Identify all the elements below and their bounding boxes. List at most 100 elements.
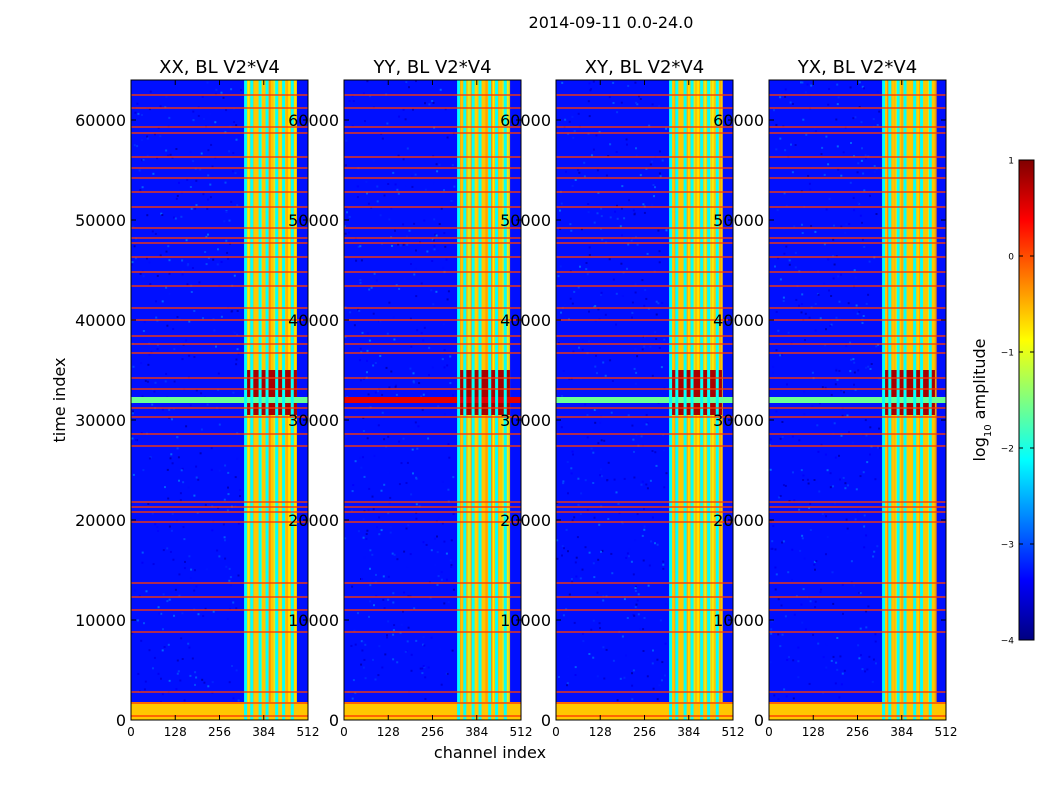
noise-speckle (649, 479, 652, 482)
flagged-row (131, 343, 308, 345)
noise-speckle (439, 88, 442, 91)
noise-speckle (573, 130, 576, 133)
noise-speckle (229, 576, 232, 579)
noise-speckle (830, 659, 833, 662)
noise-speckle (382, 575, 385, 578)
noise-speckle (658, 150, 661, 153)
noise-speckle (861, 147, 863, 150)
noise-speckle (366, 192, 368, 195)
flagged-row (344, 691, 521, 693)
noise-speckle (215, 345, 217, 348)
noise-speckle (781, 436, 784, 438)
flagged-row (131, 132, 308, 134)
flagged-row (769, 227, 946, 229)
x-axis-label: channel index (434, 743, 546, 762)
noise-speckle (437, 405, 440, 408)
noise-speckle (648, 333, 651, 336)
noise-speckle (794, 266, 797, 269)
noise-speckle (813, 127, 816, 130)
rfi-channel-line (669, 80, 673, 720)
noise-speckle (154, 381, 157, 384)
noise-speckle (159, 254, 162, 257)
flagged-row (769, 335, 946, 337)
noise-speckle (237, 574, 240, 577)
flagged-row (556, 521, 733, 523)
noise-speckle (876, 90, 879, 93)
y-tick-label: 20000 (713, 511, 764, 530)
noise-speckle (566, 461, 569, 463)
noise-speckle (436, 535, 438, 538)
noise-speckle (611, 572, 614, 575)
noise-speckle (849, 341, 852, 344)
noise-speckle (581, 348, 584, 351)
noise-speckle (854, 116, 857, 119)
noise-speckle (651, 516, 654, 519)
noise-speckle (782, 300, 785, 302)
noise-speckle (348, 215, 351, 218)
noise-speckle (368, 339, 371, 342)
noise-speckle (162, 628, 164, 631)
flagged-row (131, 609, 308, 611)
noise-speckle (780, 353, 783, 356)
noise-speckle (177, 670, 180, 673)
noise-speckle (155, 316, 158, 319)
y-tick-label: 10000 (713, 611, 764, 630)
noise-speckle (132, 410, 134, 413)
noise-speckle (865, 626, 868, 629)
noise-speckle (371, 553, 374, 556)
noise-speckle (171, 462, 174, 465)
noise-speckle (367, 202, 370, 205)
noise-speckle (588, 115, 591, 118)
noise-speckle (806, 478, 809, 481)
noise-speckle (814, 302, 817, 305)
noise-speckle (359, 245, 362, 248)
noise-speckle (863, 514, 866, 517)
noise-speckle (605, 648, 608, 651)
flagged-row (344, 352, 521, 354)
noise-speckle (227, 471, 230, 474)
noise-speckle (168, 525, 171, 528)
y-tick-label: 50000 (75, 211, 126, 230)
noise-speckle (820, 153, 823, 156)
noise-speckle (396, 558, 399, 561)
noise-speckle (387, 598, 390, 601)
noise-speckle (215, 88, 218, 91)
noise-speckle (232, 152, 235, 154)
flagged-row (131, 319, 308, 321)
noise-speckle (374, 391, 377, 394)
noise-speckle (224, 464, 227, 467)
noise-speckle (623, 676, 626, 679)
noise-speckle (446, 298, 449, 301)
noise-speckle (845, 223, 848, 226)
noise-speckle (197, 114, 200, 117)
noise-speckle (635, 154, 638, 157)
noise-speckle (420, 282, 423, 285)
noise-speckle (141, 561, 144, 564)
flagged-row (769, 582, 946, 584)
noise-speckle (225, 211, 228, 213)
noise-speckle (626, 143, 628, 146)
noise-speckle (344, 336, 347, 339)
noise-speckle (453, 185, 456, 188)
noise-speckle (181, 467, 184, 470)
noise-speckle (644, 336, 646, 339)
noise-speckle (788, 500, 791, 503)
noise-speckle (439, 648, 442, 651)
noise-speckle (825, 135, 828, 138)
noise-speckle (834, 383, 837, 386)
rfi-channel-line (928, 80, 932, 720)
noise-speckle (817, 450, 820, 453)
noise-speckle (810, 225, 813, 227)
noise-speckle (558, 594, 561, 597)
noise-speckle (823, 161, 826, 164)
noise-speckle (852, 196, 855, 199)
noise-speckle (362, 518, 365, 521)
noise-speckle (631, 672, 633, 675)
noise-speckle (787, 331, 790, 334)
noise-speckle (202, 317, 204, 320)
noise-speckle (390, 236, 393, 239)
noise-speckle (609, 143, 612, 146)
noise-speckle (368, 487, 371, 490)
noise-speckle (840, 174, 843, 177)
noise-speckle (185, 339, 188, 342)
